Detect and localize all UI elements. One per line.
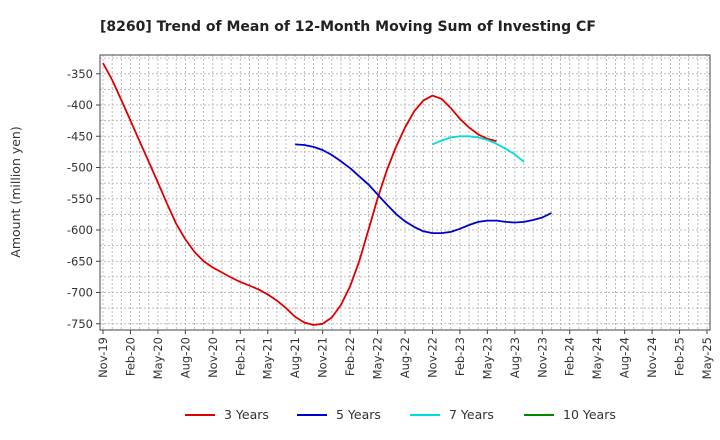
y-axis-ticks: -350 -400 -450 -500 -550 -600 -650 -700 -750 [67,67,100,331]
legend: 3 Years 5 Years 7 Years 10 Years [185,407,616,422]
y-tick-label: -400 [67,98,93,112]
y-tick-label: -500 [67,161,93,175]
x-tick-label: May-24 [590,337,604,379]
x-tick-label: May-23 [480,337,494,379]
x-tick-label: Aug-22 [398,337,412,378]
x-tick-label: Aug-21 [288,337,302,378]
x-axis-ticks: Nov-19 Feb-20 May-20 Aug-20 Nov-20 Feb-21 May-… [96,330,714,379]
x-tick-label: Aug-23 [508,337,522,378]
x-tick-label: Feb-21 [233,337,247,376]
x-tick-label: May-22 [371,337,385,379]
x-tick-label: Nov-20 [206,337,220,378]
x-tick-label: Feb-23 [453,337,467,376]
x-tick-label: Feb-22 [343,337,357,376]
series-line-7-years [432,135,525,163]
x-tick-label: Feb-25 [673,337,687,376]
y-tick-label: -450 [67,129,93,143]
y-axis-label: Amount (million yen) [8,126,23,257]
x-tick-label: May-21 [261,337,275,379]
x-tick-label: Feb-20 [123,337,137,376]
y-tick-label: -550 [67,192,93,206]
x-tick-label: Aug-24 [618,337,632,378]
legend-label-5-years: 5 Years [336,407,381,422]
y-tick-label: -350 [67,67,93,81]
x-tick-label: Feb-24 [563,337,577,376]
legend-label-3-years: 3 Years [224,407,269,422]
chart-title: [8260] Trend of Mean of 12-Month Moving … [100,19,596,35]
x-tick-label: Nov-23 [535,337,549,378]
series-line-5-years [295,143,552,235]
x-tick-label: Nov-22 [425,337,439,378]
series-line-3-years [102,62,497,326]
y-tick-label: -600 [67,223,93,237]
series-layer [102,62,552,326]
x-tick-label: Aug-20 [178,337,192,378]
x-tick-label: May-25 [700,337,714,379]
x-tick-label: May-20 [151,337,165,379]
y-tick-label: -650 [67,254,93,268]
x-tick-label: Nov-19 [96,337,110,378]
legend-label-7-years: 7 Years [449,407,494,422]
legend-label-10-years: 10 Years [563,407,616,422]
x-tick-label: Nov-24 [645,337,659,378]
x-tick-label: Nov-21 [316,337,330,378]
y-tick-label: -700 [67,286,93,300]
y-tick-label: -750 [67,317,93,331]
